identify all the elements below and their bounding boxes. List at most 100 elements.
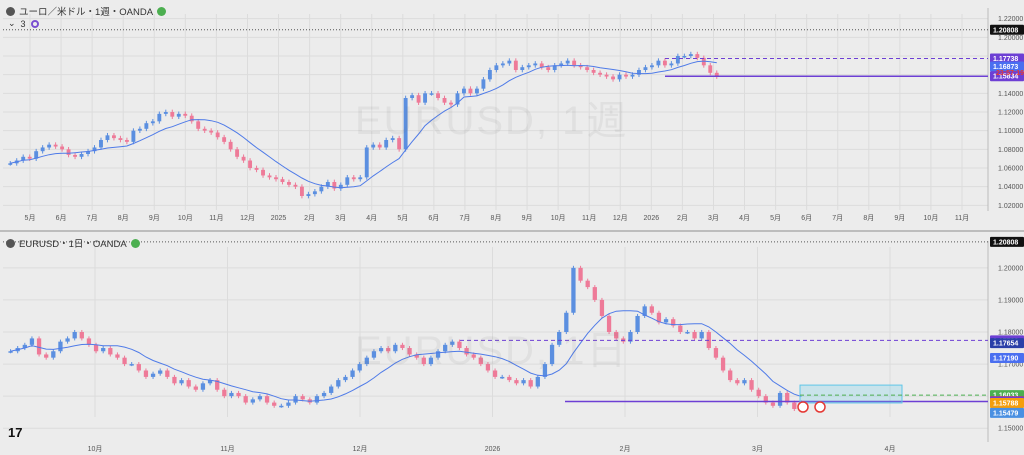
top-time-tick: 4月 xyxy=(366,214,377,222)
top-candle-body xyxy=(708,65,713,73)
bottom-candle-body xyxy=(93,344,99,352)
bottom-price-tick: 1.17000 xyxy=(998,362,1023,369)
top-time-tick: 2月 xyxy=(304,214,315,222)
top-candle-body xyxy=(565,60,570,64)
top-time-tick: 6月 xyxy=(801,214,812,222)
top-candle-body xyxy=(274,177,278,180)
top-time-tick: 6月 xyxy=(56,214,67,222)
bottom-candle-body xyxy=(222,389,227,397)
top-time-tick: 6月 xyxy=(428,214,439,222)
top-price-tick: 1.12000 xyxy=(998,110,1023,117)
top-candle-body xyxy=(66,149,71,155)
top-price-tick: 1.10000 xyxy=(998,128,1023,135)
top-candle-body xyxy=(377,144,382,148)
top-candle-body xyxy=(397,138,402,150)
top-candle-body xyxy=(455,93,460,105)
bottom-candle-body xyxy=(685,332,690,334)
top-time-tick: 5月 xyxy=(25,214,36,222)
bottom-pane-header: EURUSD・1日・OANDA xyxy=(6,236,140,250)
bottom-candle-body xyxy=(129,364,134,366)
top-time-tick: 4月 xyxy=(739,214,750,222)
bottom-candle-body xyxy=(457,341,462,349)
top-candle-body xyxy=(449,102,453,105)
bottom-price-tag-label: 1.15788 xyxy=(993,400,1018,407)
top-moving-average-line xyxy=(10,60,717,189)
top-candle-body xyxy=(630,74,635,77)
bottom-candle-body xyxy=(172,376,177,384)
bottom-candle-body xyxy=(8,351,13,353)
top-candle-body xyxy=(176,113,181,117)
top-candle-body xyxy=(617,74,622,80)
top-candle-body xyxy=(189,115,194,122)
top-candle-body xyxy=(494,65,499,70)
bottom-candle-body xyxy=(585,280,590,288)
top-candle-body xyxy=(436,93,440,98)
bottom-price-tag-label: 1.16033 xyxy=(993,393,1018,400)
top-candle-body xyxy=(539,63,544,68)
bottom-candle-body xyxy=(286,402,291,406)
bottom-candle-body xyxy=(386,348,391,352)
bottom-candle-body xyxy=(735,380,740,384)
bottom-price-tick: 1.20000 xyxy=(998,265,1023,272)
top-candle-body xyxy=(299,186,304,196)
top-candle-body xyxy=(248,160,253,168)
bottom-candle-body xyxy=(186,380,191,387)
top-time-tick: 10月 xyxy=(924,214,939,222)
top-candle-body xyxy=(513,60,518,70)
bottom-candle-body xyxy=(158,370,163,374)
top-candle-body xyxy=(682,56,687,58)
top-candle-body xyxy=(714,72,719,77)
top-candle-body xyxy=(150,121,155,124)
top-candle-body xyxy=(112,135,116,139)
top-time-tick: 5月 xyxy=(770,214,781,222)
top-time-tick: 8月 xyxy=(118,214,129,222)
bottom-candle-body xyxy=(478,357,483,365)
top-time-tick: 7月 xyxy=(459,214,470,222)
top-candle-body xyxy=(371,144,376,148)
bottom-time-tick: 10月 xyxy=(88,445,103,453)
bottom-candle-body xyxy=(243,396,248,403)
bottom-candle-body xyxy=(343,376,348,381)
bottom-candle-body xyxy=(257,396,263,400)
top-candle-body xyxy=(124,140,129,142)
bottom-pane-title: EURUSD・1日・OANDA xyxy=(19,239,127,250)
top-candle-body xyxy=(60,146,65,150)
bottom-candle-body xyxy=(336,380,341,387)
top-candle-body xyxy=(500,63,505,66)
top-candle-body xyxy=(261,169,265,176)
top-candle-body xyxy=(468,88,473,94)
bottom-candle-body xyxy=(357,364,362,371)
bottom-candle-body xyxy=(557,332,562,345)
top-time-tick: 9月 xyxy=(522,214,533,222)
bottom-price-tag xyxy=(990,352,1024,363)
top-candle-body xyxy=(643,67,648,70)
top-price-tick: 1.20000 xyxy=(998,35,1023,42)
top-pane-group: 1.220001.200001.180001.160001.140001.120… xyxy=(3,8,1024,222)
top-candle-body xyxy=(202,128,207,131)
bottom-candle-body xyxy=(279,405,284,408)
top-candle-body xyxy=(481,79,486,89)
top-candle-body xyxy=(183,113,188,116)
bottom-price-tag-label: 1.15479 xyxy=(993,410,1018,417)
bottom-candle-body xyxy=(713,348,719,358)
bottom-target-zone xyxy=(799,384,903,404)
top-candle-body xyxy=(332,182,337,189)
indicator-row[interactable]: ⌄ 3 xyxy=(8,18,39,29)
bottom-candle-body xyxy=(564,312,569,332)
bottom-candle-body xyxy=(364,357,369,365)
top-candle-body xyxy=(267,175,272,178)
chevron-down-icon[interactable]: ⌄ xyxy=(8,18,16,28)
bottom-time-tick: 11月 xyxy=(220,445,234,453)
bottom-candle-body xyxy=(421,357,426,365)
bottom-candle-body xyxy=(528,380,533,387)
bottom-candle-body xyxy=(642,306,647,316)
top-price-tag-label: 1.17738 xyxy=(993,56,1018,63)
bottom-candle-body xyxy=(393,344,398,352)
top-candle-body xyxy=(351,177,356,180)
bottom-price-tag xyxy=(990,407,1024,418)
top-candle-body xyxy=(99,140,103,148)
bottom-time-tick: 4月 xyxy=(885,445,896,453)
bottom-price-tick: 1.15000 xyxy=(998,426,1023,433)
top-candle-body xyxy=(611,76,615,80)
